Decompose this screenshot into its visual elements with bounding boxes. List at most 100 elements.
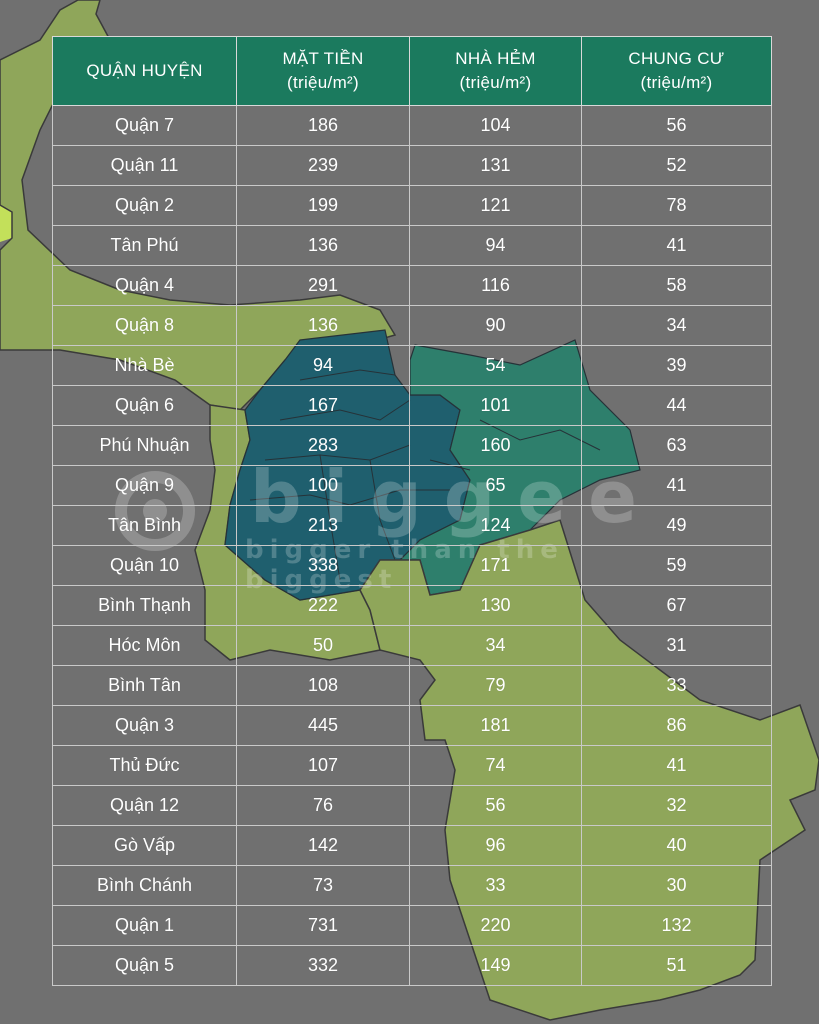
table-row: Quận 4 291 116 58 [52, 265, 772, 306]
apartment-cell: 44 [581, 385, 772, 426]
alley-cell: 33 [409, 865, 582, 906]
district-cell: Bình Thạnh [52, 585, 237, 626]
frontage-cell: 445 [236, 705, 410, 746]
frontage-cell: 186 [236, 105, 410, 146]
header-frontage-title: MẶT TIỀN [282, 49, 364, 68]
table-header-row: QUẬN HUYỆN MẶT TIỀN (triệu/m²) NHÀ HẺM (… [52, 36, 772, 106]
frontage-cell: 100 [236, 465, 410, 506]
table-row: Quận 12 76 56 32 [52, 785, 772, 826]
table-row: Bình Chánh 73 33 30 [52, 865, 772, 906]
alley-cell: 54 [409, 345, 582, 386]
table-row: Quận 5 332 149 51 [52, 945, 772, 986]
apartment-cell: 78 [581, 185, 772, 226]
alley-cell: 181 [409, 705, 582, 746]
district-cell: Quận 1 [52, 905, 237, 946]
alley-cell: 124 [409, 505, 582, 546]
apartment-cell: 33 [581, 665, 772, 706]
district-cell: Quận 7 [52, 105, 237, 146]
district-cell: Thủ Đức [52, 745, 237, 786]
alley-cell: 149 [409, 945, 582, 986]
frontage-cell: 107 [236, 745, 410, 786]
table-row: Quận 6 167 101 44 [52, 385, 772, 426]
table-row: Hóc Môn 50 34 31 [52, 625, 772, 666]
alley-cell: 56 [409, 785, 582, 826]
district-cell: Quận 3 [52, 705, 237, 746]
apartment-cell: 40 [581, 825, 772, 866]
header-apartment: CHUNG CƯ (triệu/m²) [581, 36, 772, 106]
alley-cell: 160 [409, 425, 582, 466]
frontage-cell: 338 [236, 545, 410, 586]
district-cell: Tân Phú [52, 225, 237, 266]
alley-cell: 101 [409, 385, 582, 426]
district-cell: Phú Nhuận [52, 425, 237, 466]
district-cell: Quận 6 [52, 385, 237, 426]
district-cell: Quận 2 [52, 185, 237, 226]
apartment-cell: 34 [581, 305, 772, 346]
frontage-cell: 332 [236, 945, 410, 986]
alley-cell: 79 [409, 665, 582, 706]
header-alley-title: NHÀ HẺM [455, 49, 536, 68]
district-cell: Bình Tân [52, 665, 237, 706]
frontage-cell: 222 [236, 585, 410, 626]
table-row: Thủ Đức 107 74 41 [52, 745, 772, 786]
alley-cell: 116 [409, 265, 582, 306]
district-cell: Gò Vấp [52, 825, 237, 866]
table-row: Gò Vấp 142 96 40 [52, 825, 772, 866]
apartment-cell: 30 [581, 865, 772, 906]
district-cell: Hóc Môn [52, 625, 237, 666]
alley-cell: 96 [409, 825, 582, 866]
table-row: Quận 3 445 181 86 [52, 705, 772, 746]
alley-cell: 34 [409, 625, 582, 666]
frontage-cell: 213 [236, 505, 410, 546]
header-alley-unit: (triệu/m²) [459, 73, 532, 92]
header-district-label: QUẬN HUYỆN [86, 61, 203, 80]
apartment-cell: 56 [581, 105, 772, 146]
alley-cell: 94 [409, 225, 582, 266]
apartment-cell: 51 [581, 945, 772, 986]
frontage-cell: 283 [236, 425, 410, 466]
apartment-cell: 31 [581, 625, 772, 666]
table-row: Bình Tân 108 79 33 [52, 665, 772, 706]
header-frontage: MẶT TIỀN (triệu/m²) [236, 36, 410, 106]
alley-cell: 90 [409, 305, 582, 346]
district-cell: Quận 5 [52, 945, 237, 986]
district-cell: Quận 11 [52, 145, 237, 186]
map-edge-notch [0, 205, 12, 242]
frontage-cell: 167 [236, 385, 410, 426]
apartment-cell: 49 [581, 505, 772, 546]
frontage-cell: 76 [236, 785, 410, 826]
table-row: Quận 10 338 171 59 [52, 545, 772, 586]
apartment-cell: 58 [581, 265, 772, 306]
alley-cell: 65 [409, 465, 582, 506]
header-apartment-unit: (triệu/m²) [640, 73, 713, 92]
district-cell: Bình Chánh [52, 865, 237, 906]
alley-cell: 220 [409, 905, 582, 946]
frontage-cell: 108 [236, 665, 410, 706]
district-cell: Quận 10 [52, 545, 237, 586]
alley-cell: 74 [409, 745, 582, 786]
table-row: Bình Thạnh 222 130 67 [52, 585, 772, 626]
table-row: Phú Nhuận 283 160 63 [52, 425, 772, 466]
district-cell: Tân Bình [52, 505, 237, 546]
header-alley: NHÀ HẺM (triệu/m²) [409, 36, 582, 106]
alley-cell: 130 [409, 585, 582, 626]
table-row: Quận 1 731 220 132 [52, 905, 772, 946]
apartment-cell: 41 [581, 745, 772, 786]
apartment-cell: 41 [581, 465, 772, 506]
frontage-cell: 136 [236, 305, 410, 346]
frontage-cell: 199 [236, 185, 410, 226]
frontage-cell: 50 [236, 625, 410, 666]
district-cell: Quận 4 [52, 265, 237, 306]
apartment-cell: 32 [581, 785, 772, 826]
frontage-cell: 73 [236, 865, 410, 906]
frontage-cell: 94 [236, 345, 410, 386]
header-frontage-unit: (triệu/m²) [287, 73, 359, 92]
frontage-cell: 239 [236, 145, 410, 186]
price-table: QUẬN HUYỆN MẶT TIỀN (triệu/m²) NHÀ HẺM (… [52, 36, 772, 986]
apartment-cell: 59 [581, 545, 772, 586]
frontage-cell: 136 [236, 225, 410, 266]
apartment-cell: 41 [581, 225, 772, 266]
table-row: Quận 8 136 90 34 [52, 305, 772, 346]
apartment-cell: 63 [581, 425, 772, 466]
apartment-cell: 39 [581, 345, 772, 386]
